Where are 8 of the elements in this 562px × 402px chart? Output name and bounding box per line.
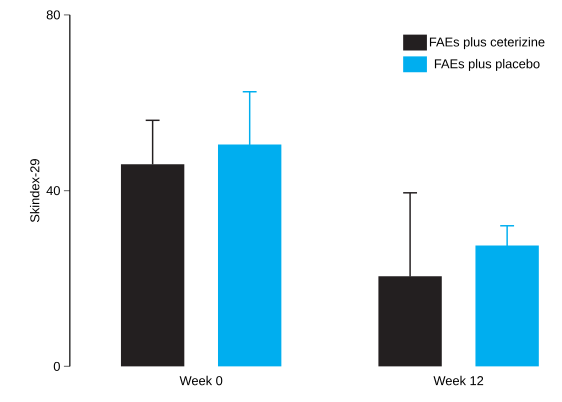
y-tick-label: 40 — [46, 186, 60, 196]
x-tick-label: Week 0 — [180, 376, 222, 386]
legend-label: FAEs plus placebo — [434, 58, 540, 71]
x-tick-label: Week 12 — [433, 376, 484, 386]
y-tick-label: 80 — [46, 10, 60, 20]
legend-label: FAEs plus ceterizine — [430, 37, 544, 50]
y-axis-title: Skindex-29 — [30, 159, 40, 222]
y-tick-label: 0 — [54, 362, 60, 371]
